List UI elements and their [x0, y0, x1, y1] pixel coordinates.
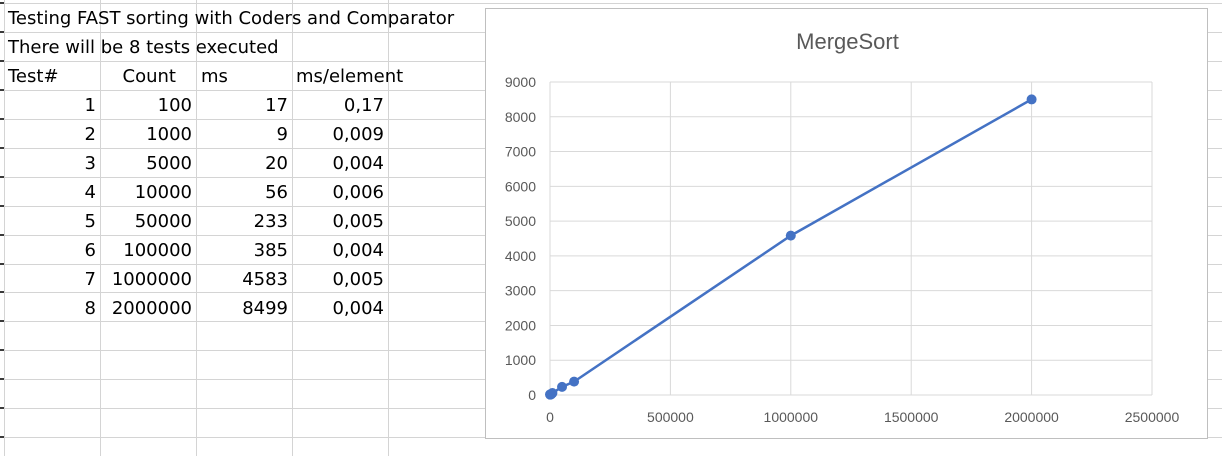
y-tick-label: 5000 [505, 213, 536, 229]
data-point [785, 230, 796, 241]
header-test-cell[interactable]: Test# [8, 66, 59, 87]
ms-cell[interactable]: 385 [253, 240, 288, 261]
ms-per-element-cell[interactable]: 0,005 [332, 211, 384, 232]
chart-area[interactable]: MergeSort 0 1000 2000 3000 4000 5000 6000 7000 8… [485, 8, 1208, 439]
ms-cell[interactable]: 4583 [242, 269, 288, 290]
row-header-edge [0, 118, 4, 120]
x-tick-label: 2500000 [1125, 409, 1180, 425]
row-header-edge [0, 2, 4, 4]
header-count-cell[interactable]: Count [122, 66, 176, 87]
x-tick-label: 0 [546, 409, 554, 425]
chart-title: MergeSort [796, 29, 899, 54]
x-tick-label: 1000000 [764, 409, 819, 425]
data-point [569, 376, 580, 387]
row-header-edge [0, 205, 4, 207]
count-cell[interactable]: 5000 [146, 153, 192, 174]
ms-per-element-cell[interactable]: 0,004 [332, 153, 384, 174]
column-gridline [4, 0, 5, 456]
y-tick-label: 9000 [505, 74, 536, 90]
y-tick-label: 7000 [505, 144, 536, 160]
column-gridline [100, 0, 101, 456]
count-cell[interactable]: 1000 [146, 124, 192, 145]
test-number-cell[interactable]: 4 [84, 182, 96, 203]
y-tick-label: 8000 [505, 109, 536, 125]
row-header-edge [0, 407, 4, 409]
row-header-edge [0, 234, 4, 236]
ms-cell[interactable]: 8499 [242, 298, 288, 319]
row-gridline [0, 3, 1222, 4]
y-tick-label: 0 [528, 387, 536, 403]
test-number-cell[interactable]: 3 [84, 153, 96, 174]
row-header-edge [0, 291, 4, 293]
sheet-subtitle-cell[interactable]: There will be 8 tests executed [8, 37, 279, 58]
row-header-edge [0, 436, 4, 438]
row-header-edge [0, 320, 4, 322]
y-tick-label: 3000 [505, 283, 536, 299]
data-point [547, 388, 558, 399]
column-gridline [388, 0, 389, 456]
row-header-edge [0, 349, 4, 351]
row-header-edge [0, 89, 4, 91]
ms-cell[interactable]: 9 [276, 124, 288, 145]
ms-per-element-cell[interactable]: 0,004 [332, 298, 384, 319]
test-number-cell[interactable]: 8 [84, 298, 96, 319]
count-cell[interactable]: 10000 [134, 182, 192, 203]
count-cell[interactable]: 100 [157, 95, 192, 116]
count-cell[interactable]: 100000 [123, 240, 192, 261]
row-header-edge [0, 31, 4, 33]
column-gridline [196, 0, 197, 456]
count-cell[interactable]: 1000000 [111, 269, 192, 290]
row-header-edge [0, 378, 4, 380]
header-ms-cell[interactable]: ms [201, 66, 228, 87]
ms-cell[interactable]: 233 [253, 211, 288, 232]
test-number-cell[interactable]: 5 [84, 211, 96, 232]
ms-cell[interactable]: 56 [265, 182, 288, 203]
column-gridline [292, 0, 293, 456]
y-tick-label: 4000 [505, 248, 536, 264]
ms-per-element-cell[interactable]: 0,005 [332, 269, 384, 290]
header-ms-per-element-cell[interactable]: ms/element [296, 66, 404, 87]
test-number-cell[interactable]: 1 [84, 95, 96, 116]
row-header-edge [0, 60, 4, 62]
ms-per-element-cell[interactable]: 0,17 [343, 95, 384, 116]
count-cell[interactable]: 2000000 [111, 298, 192, 319]
test-number-cell[interactable]: 2 [84, 124, 96, 145]
y-tick-label: 6000 [505, 178, 536, 194]
data-point [1026, 94, 1037, 105]
ms-per-element-cell[interactable]: 0,006 [332, 182, 384, 203]
count-cell[interactable]: 50000 [134, 211, 192, 232]
row-header-edge [0, 147, 4, 149]
y-tick-label: 1000 [505, 352, 536, 368]
sheet-title-cell[interactable]: Testing FAST sorting with Coders and Com… [8, 8, 455, 29]
x-tick-label: 2000000 [1004, 409, 1059, 425]
chart-plot: 0 1000 2000 3000 4000 5000 6000 7000 8000 9000 0 50… [505, 74, 1180, 425]
y-tick-label: 2000 [505, 317, 536, 333]
test-number-cell[interactable]: 7 [84, 269, 96, 290]
ms-cell[interactable]: 17 [265, 95, 288, 116]
row-header-edge [0, 176, 4, 178]
test-number-cell[interactable]: 6 [84, 240, 96, 261]
x-tick-label: 500000 [647, 409, 694, 425]
ms-per-element-cell[interactable]: 0,004 [332, 240, 384, 261]
x-tick-label: 1500000 [884, 409, 939, 425]
row-header-edge [0, 263, 4, 265]
ms-per-element-cell[interactable]: 0,009 [332, 124, 384, 145]
ms-cell[interactable]: 20 [265, 153, 288, 174]
data-point [557, 381, 568, 392]
